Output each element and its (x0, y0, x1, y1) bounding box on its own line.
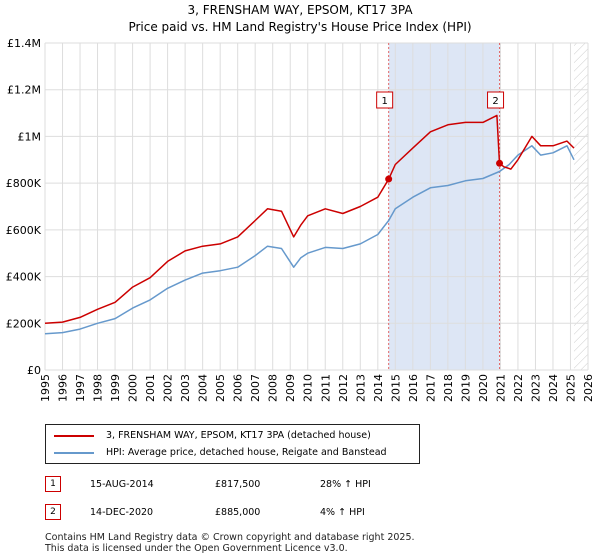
legend-hpi-label: HPI: Average price, detached house, Reig… (106, 447, 387, 458)
x-tick-label: 2018 (442, 374, 455, 402)
x-tick-label: 2005 (214, 374, 227, 402)
property-line-swatch (54, 434, 94, 437)
footer-attribution: Contains HM Land Registry data © Crown c… (45, 532, 415, 554)
sale-row-1: 1 15-AUG-2014 £817,500 28% ↑ HPI (45, 476, 445, 494)
x-tick-label: 2000 (127, 374, 140, 402)
x-tick-label: 2010 (302, 374, 315, 402)
title-address: 3, FRENSHAM WAY, EPSOM, KT17 3PA (187, 3, 413, 17)
legend-property-label: 3, FRENSHAM WAY, EPSOM, KT17 3PA (detach… (106, 430, 371, 441)
sale-label-number: 1 (381, 96, 387, 107)
x-tick-label: 2003 (179, 374, 192, 402)
x-tick-label: 2012 (337, 374, 350, 402)
sale-row-2: 2 14-DEC-2020 £885,000 4% ↑ HPI (45, 504, 445, 522)
x-tick-label: 2015 (389, 374, 402, 402)
y-tick-label: £400K (6, 271, 42, 284)
sale-marker-2: 2 (45, 504, 61, 520)
x-tick-label: 1998 (92, 374, 105, 402)
title-subtitle: Price paid vs. HM Land Registry's House … (128, 20, 472, 34)
footer-copyright: Contains HM Land Registry data © Crown c… (45, 532, 415, 543)
legend: 3, FRENSHAM WAY, EPSOM, KT17 3PA (detach… (45, 424, 420, 464)
sale-point (496, 159, 504, 167)
hpi-line-swatch (54, 451, 94, 454)
x-tick-label: 2020 (477, 374, 490, 402)
y-tick-label: £1.2M (7, 84, 41, 97)
sale-price: £885,000 (215, 507, 261, 518)
sale-label-box (487, 91, 505, 109)
x-tick-label: 1997 (74, 374, 87, 402)
x-tick-label: 1996 (57, 374, 70, 402)
sale-label-box (376, 91, 394, 109)
x-tick-label: 2002 (162, 374, 175, 402)
x-tick-label: 2007 (249, 374, 262, 402)
x-tick-label: 1999 (109, 374, 122, 402)
x-tick-label: 2006 (232, 374, 245, 402)
x-tick-label: 2004 (197, 374, 210, 402)
x-tick-label: 2025 (564, 374, 577, 402)
sale-hpi-change: 28% ↑ HPI (320, 479, 371, 490)
sale-date: 15-AUG-2014 (90, 479, 154, 490)
sale-date: 14-DEC-2020 (90, 507, 154, 518)
hpi-line (44, 145, 575, 335)
x-tick-label: 2024 (547, 374, 560, 402)
sale-hpi-change: 4% ↑ HPI (320, 507, 365, 518)
x-tick-label: 2022 (512, 374, 525, 402)
property-price-line (44, 114, 575, 325)
x-tick-label: 2001 (144, 374, 157, 402)
sale-price: £817,500 (215, 479, 261, 490)
sale-marker-1: 1 (45, 476, 61, 492)
footer-licence: This data is licensed under the Open Gov… (45, 543, 348, 554)
y-tick-label: £200K (6, 317, 42, 330)
x-tick-label: 2008 (267, 374, 280, 402)
x-tick-label: 1995 (39, 374, 52, 402)
x-tick-label: 2009 (284, 374, 297, 402)
legend-item-hpi: HPI: Average price, detached house, Reig… (54, 445, 387, 461)
price-chart: £0 £200K £400K £600K £800K £1M £1.2M £1.4M 1995 1… (6, 37, 595, 402)
legend-item-property: 3, FRENSHAM WAY, EPSOM, KT17 3PA (detach… (54, 428, 371, 444)
y-tick-label: £1.4M (7, 37, 41, 50)
chart-title: 3, FRENSHAM WAY, EPSOM, KT17 3PA Price p… (0, 2, 600, 36)
hatched-region (573, 43, 588, 370)
x-tick-label: 2017 (424, 374, 437, 402)
x-tick-label: 2014 (372, 374, 385, 402)
x-tick-label: 2019 (459, 374, 472, 402)
x-tick-label: 2021 (494, 374, 507, 402)
x-tick-label: 2011 (319, 374, 332, 402)
x-tick-label: 2016 (407, 374, 420, 402)
x-tick-label: 2023 (529, 374, 542, 402)
sale-label-number: 2 (492, 96, 498, 107)
sale-point (385, 175, 393, 183)
x-tick-label: 2026 (582, 374, 595, 402)
x-tick-label: 2013 (354, 374, 367, 402)
y-tick-label: £0 (27, 364, 41, 377)
y-tick-label: £1M (18, 130, 42, 143)
shaded-period (388, 43, 500, 370)
y-tick-label: £800K (6, 177, 42, 190)
y-tick-label: £600K (6, 224, 42, 237)
